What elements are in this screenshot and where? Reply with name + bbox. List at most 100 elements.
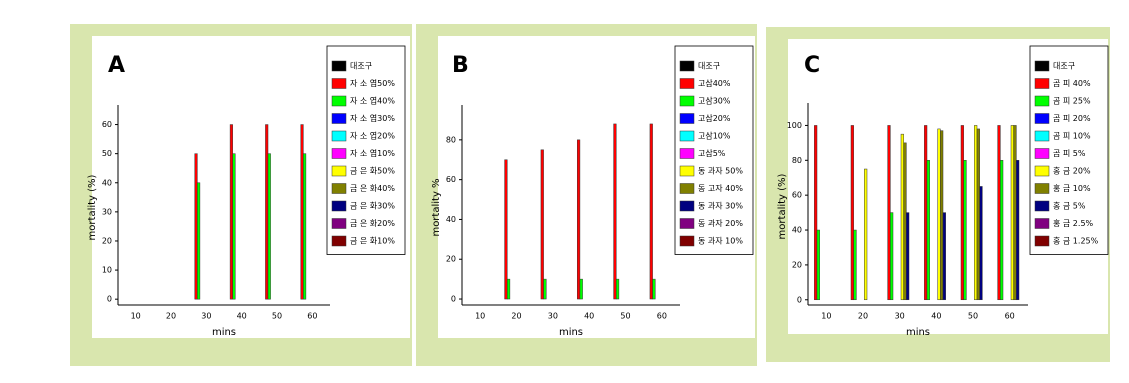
legend-swatch (679, 235, 695, 247)
legend-label: 동 과자 20% (698, 219, 743, 228)
legend-swatch (1034, 60, 1050, 72)
legend-swatch (1034, 200, 1050, 212)
bar (543, 278, 547, 300)
y-axis-title: mortality (%) (777, 173, 788, 239)
y-tick-label: 80 (792, 156, 802, 165)
legend-label: 홍 금 2.5% (1053, 218, 1094, 228)
legend-swatch (679, 130, 695, 142)
bar (864, 168, 868, 301)
x-tick-label: 30 (548, 312, 558, 321)
legend-swatch (331, 148, 347, 159)
legend-swatch (331, 165, 347, 177)
bar (1013, 125, 1017, 301)
bar (267, 153, 271, 300)
legend-label: 금 은 화40% (350, 184, 395, 193)
x-axis-title: mins (906, 327, 930, 338)
x-tick-label: 60 (657, 312, 667, 321)
bar (579, 278, 583, 300)
bar (616, 278, 620, 300)
legend-label: 홍 금 1.25% (1053, 236, 1099, 246)
x-tick-label: 10 (131, 312, 141, 321)
y-tick-label: 0 (451, 295, 456, 304)
legend-label: 금 은 화20% (350, 219, 395, 228)
legend-label: 곰 피 40% (1053, 79, 1091, 88)
y-tick-label: 30 (102, 207, 112, 216)
bar (194, 153, 198, 300)
x-tick-label: 20 (511, 312, 521, 321)
x-tick-label: 40 (584, 312, 594, 321)
bar (890, 212, 894, 301)
legend-swatch (331, 95, 347, 107)
bar (232, 153, 236, 300)
legend-label: 동 과자 50% (698, 167, 743, 176)
legend-swatch (1034, 113, 1050, 124)
legend-swatch (679, 200, 695, 212)
legend-swatch (679, 113, 695, 124)
x-tick-label: 50 (620, 312, 630, 321)
legend-swatch (1034, 165, 1050, 177)
panel-letter: A (108, 53, 125, 78)
legend-swatch (1034, 95, 1050, 107)
legend-label: 곰 피 5% (1053, 149, 1086, 158)
bar (303, 153, 307, 300)
bar (853, 229, 857, 301)
y-axis-title: mortality % (431, 178, 442, 236)
panel-letter: B (452, 53, 469, 78)
bar (900, 133, 904, 301)
bar (887, 125, 891, 301)
legend-swatch (331, 183, 347, 194)
legend-label: 고삼5% (698, 148, 726, 158)
x-tick-label: 10 (821, 312, 831, 321)
legend-label: 곰 피 10% (1053, 132, 1091, 141)
legend-swatch (331, 200, 347, 212)
bar (613, 123, 617, 300)
legend-label: 금 은 화50% (350, 167, 395, 176)
y-tick-label: 80 (446, 135, 456, 144)
legend-label: 홍 금 20% (1053, 166, 1091, 176)
y-tick-label: 100 (787, 121, 802, 130)
legend-label: 동 과자 10% (698, 237, 743, 246)
legend-swatch (331, 78, 347, 89)
legend-swatch (1034, 183, 1050, 194)
legend-swatch (1034, 235, 1050, 247)
x-tick-label: 20 (166, 312, 176, 321)
legend-label: 자 소 엽20% (350, 131, 395, 141)
bar (937, 128, 941, 301)
bar (963, 160, 967, 301)
bar (577, 139, 581, 300)
y-tick-label: 20 (446, 255, 456, 264)
legend-label: 대조구 (1053, 62, 1075, 71)
x-tick-label: 30 (895, 312, 905, 321)
legend-label: 곰 피 20% (1053, 114, 1091, 123)
legend-swatch (1034, 218, 1050, 229)
legend-label: 고삼20% (698, 113, 731, 123)
bar (504, 159, 508, 300)
bar (906, 212, 910, 301)
x-axis-title: mins (212, 327, 236, 338)
y-tick-label: 10 (102, 266, 112, 275)
x-tick-label: 60 (307, 312, 317, 321)
legend-label: 자 소 엽40% (350, 96, 395, 106)
legend-swatch (331, 130, 347, 142)
x-tick-label: 20 (858, 312, 868, 321)
y-tick-label: 0 (797, 295, 802, 304)
legend-swatch (1034, 130, 1050, 142)
legend-label: 홍 금 10% (1053, 183, 1091, 193)
bar (960, 125, 964, 301)
bar (649, 123, 653, 300)
bar (652, 278, 656, 300)
x-tick-label: 50 (272, 312, 282, 321)
x-tick-label: 40 (931, 312, 941, 321)
legend-label: 동 고자 40% (698, 184, 743, 193)
bar (197, 182, 201, 300)
x-tick-label: 10 (475, 312, 485, 321)
panel-letter: C (804, 53, 820, 78)
bar (229, 124, 233, 300)
bar (1016, 160, 1020, 301)
x-tick-label: 60 (1005, 312, 1015, 321)
x-axis-title: mins (559, 327, 583, 338)
bar (816, 229, 820, 301)
y-tick-label: 60 (102, 120, 112, 129)
bar (540, 149, 544, 300)
bar (1010, 125, 1014, 301)
